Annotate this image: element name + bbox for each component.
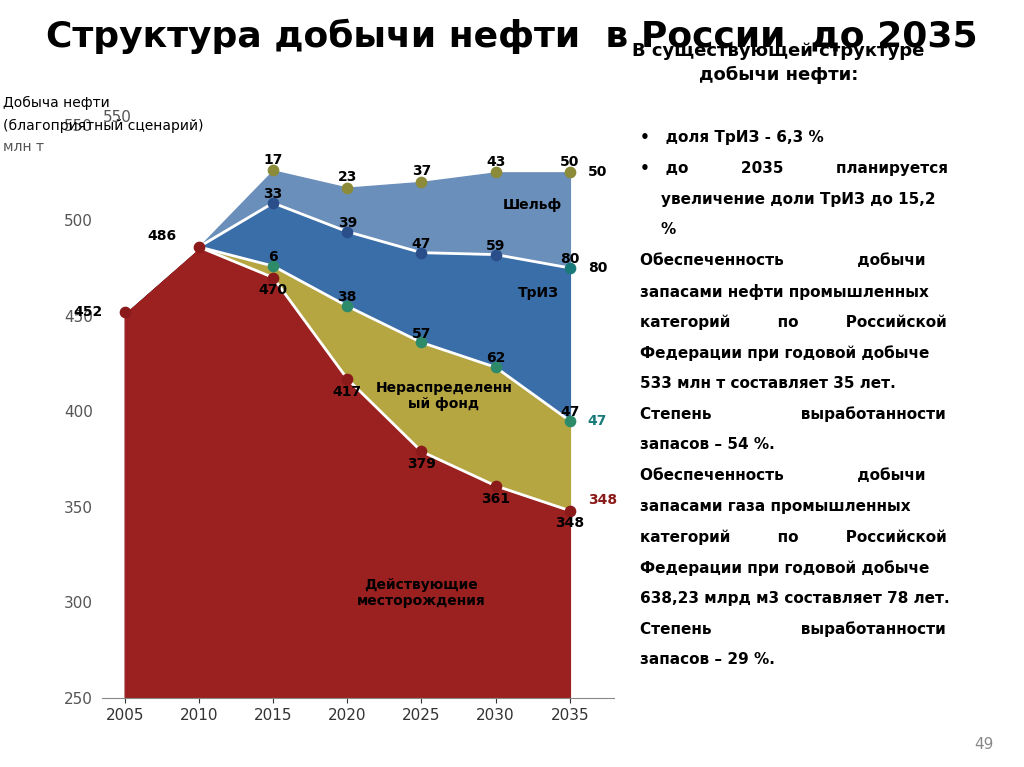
Text: категорий         по         Российской: категорий по Российской [640, 314, 947, 330]
Point [487, 479, 504, 492]
Text: 470: 470 [259, 283, 288, 298]
Text: 47: 47 [588, 414, 607, 428]
Text: 361: 361 [481, 492, 510, 505]
Point [562, 262, 579, 274]
Text: млн т: млн т [3, 140, 44, 153]
Text: 43: 43 [486, 155, 506, 169]
Text: 452: 452 [73, 305, 102, 319]
Text: Шельф: Шельф [503, 198, 562, 212]
Text: 37: 37 [412, 164, 431, 178]
Text: 57: 57 [412, 327, 431, 341]
Point [487, 249, 504, 261]
Text: •   доля ТрИЗ - 6,3 %: • доля ТрИЗ - 6,3 % [640, 130, 823, 146]
Text: 47: 47 [560, 405, 580, 419]
Text: категорий         по         Российской: категорий по Российской [640, 529, 947, 545]
Text: 80: 80 [560, 252, 580, 266]
Text: 62: 62 [486, 351, 506, 365]
Point [487, 166, 504, 179]
Text: запасами газа промышленных: запасами газа промышленных [640, 499, 910, 514]
Point [339, 182, 355, 194]
Text: 486: 486 [147, 229, 176, 243]
Text: Обеспеченность              добычи: Обеспеченность добычи [640, 253, 926, 268]
Point [339, 300, 355, 312]
Text: Степень                 выработанности: Степень выработанности [640, 621, 946, 637]
Point [562, 166, 579, 179]
Text: 39: 39 [338, 216, 357, 230]
Text: 379: 379 [407, 457, 436, 471]
Text: запасов – 29 %.: запасов – 29 %. [640, 652, 775, 667]
Point [414, 446, 430, 458]
Point [339, 373, 355, 385]
Text: 348: 348 [588, 493, 616, 507]
Point [414, 246, 430, 258]
Point [265, 272, 282, 284]
Text: Степень                 выработанности: Степень выработанности [640, 407, 946, 423]
Text: Обеспеченность              добычи: Обеспеченность добычи [640, 468, 926, 483]
Point [487, 361, 504, 374]
Text: 638,23 млрд м3 составляет 78 лет.: 638,23 млрд м3 составляет 78 лет. [640, 591, 949, 606]
Text: 348: 348 [555, 516, 585, 531]
Text: 550: 550 [102, 110, 131, 124]
Text: 23: 23 [338, 170, 357, 184]
Text: Нераспределенн
ый фонд: Нераспределенн ый фонд [375, 381, 512, 411]
Text: Федерации при годовой добыче: Федерации при годовой добыче [640, 560, 930, 576]
Text: запасов – 54 %.: запасов – 54 %. [640, 437, 775, 453]
Text: 417: 417 [333, 384, 361, 399]
Point [117, 306, 133, 318]
Text: 6: 6 [268, 250, 278, 264]
Text: (благоприятный сценарий): (благоприятный сценарий) [3, 119, 204, 133]
Point [190, 241, 207, 253]
Text: 33: 33 [263, 187, 283, 201]
Text: Действующие
месторождения: Действующие месторождения [357, 578, 485, 608]
Text: увеличение доли ТрИЗ до 15,2: увеличение доли ТрИЗ до 15,2 [640, 192, 936, 207]
Text: 49: 49 [974, 736, 993, 752]
Text: 50: 50 [588, 166, 607, 179]
Text: Структура добычи нефти  в России  до 2035: Структура добычи нефти в России до 2035 [46, 19, 978, 54]
Point [265, 260, 282, 272]
Text: Добыча нефти: Добыча нефти [3, 96, 110, 110]
Point [414, 337, 430, 349]
Text: 59: 59 [486, 239, 506, 252]
Text: %: % [640, 222, 676, 238]
Text: 50: 50 [560, 155, 580, 169]
Text: ТрИЗ: ТрИЗ [518, 286, 559, 300]
Point [339, 225, 355, 238]
Text: Федерации при годовой добыче: Федерации при годовой добыче [640, 345, 930, 361]
Text: 80: 80 [588, 261, 607, 275]
Text: В существующей структуре
добычи нефти:: В существующей структуре добычи нефти: [632, 42, 925, 84]
Text: 17: 17 [263, 153, 283, 166]
Point [414, 176, 430, 188]
Text: 533 млн т составляет 35 лет.: 533 млн т составляет 35 лет. [640, 376, 896, 391]
Text: •   до          2035          планируется: • до 2035 планируется [640, 161, 948, 176]
Point [265, 197, 282, 209]
Point [562, 415, 579, 427]
Point [265, 164, 282, 176]
Text: 47: 47 [412, 237, 431, 251]
Point [562, 505, 579, 517]
Text: 38: 38 [338, 290, 357, 304]
Text: запасами нефти промышленных: запасами нефти промышленных [640, 284, 929, 300]
